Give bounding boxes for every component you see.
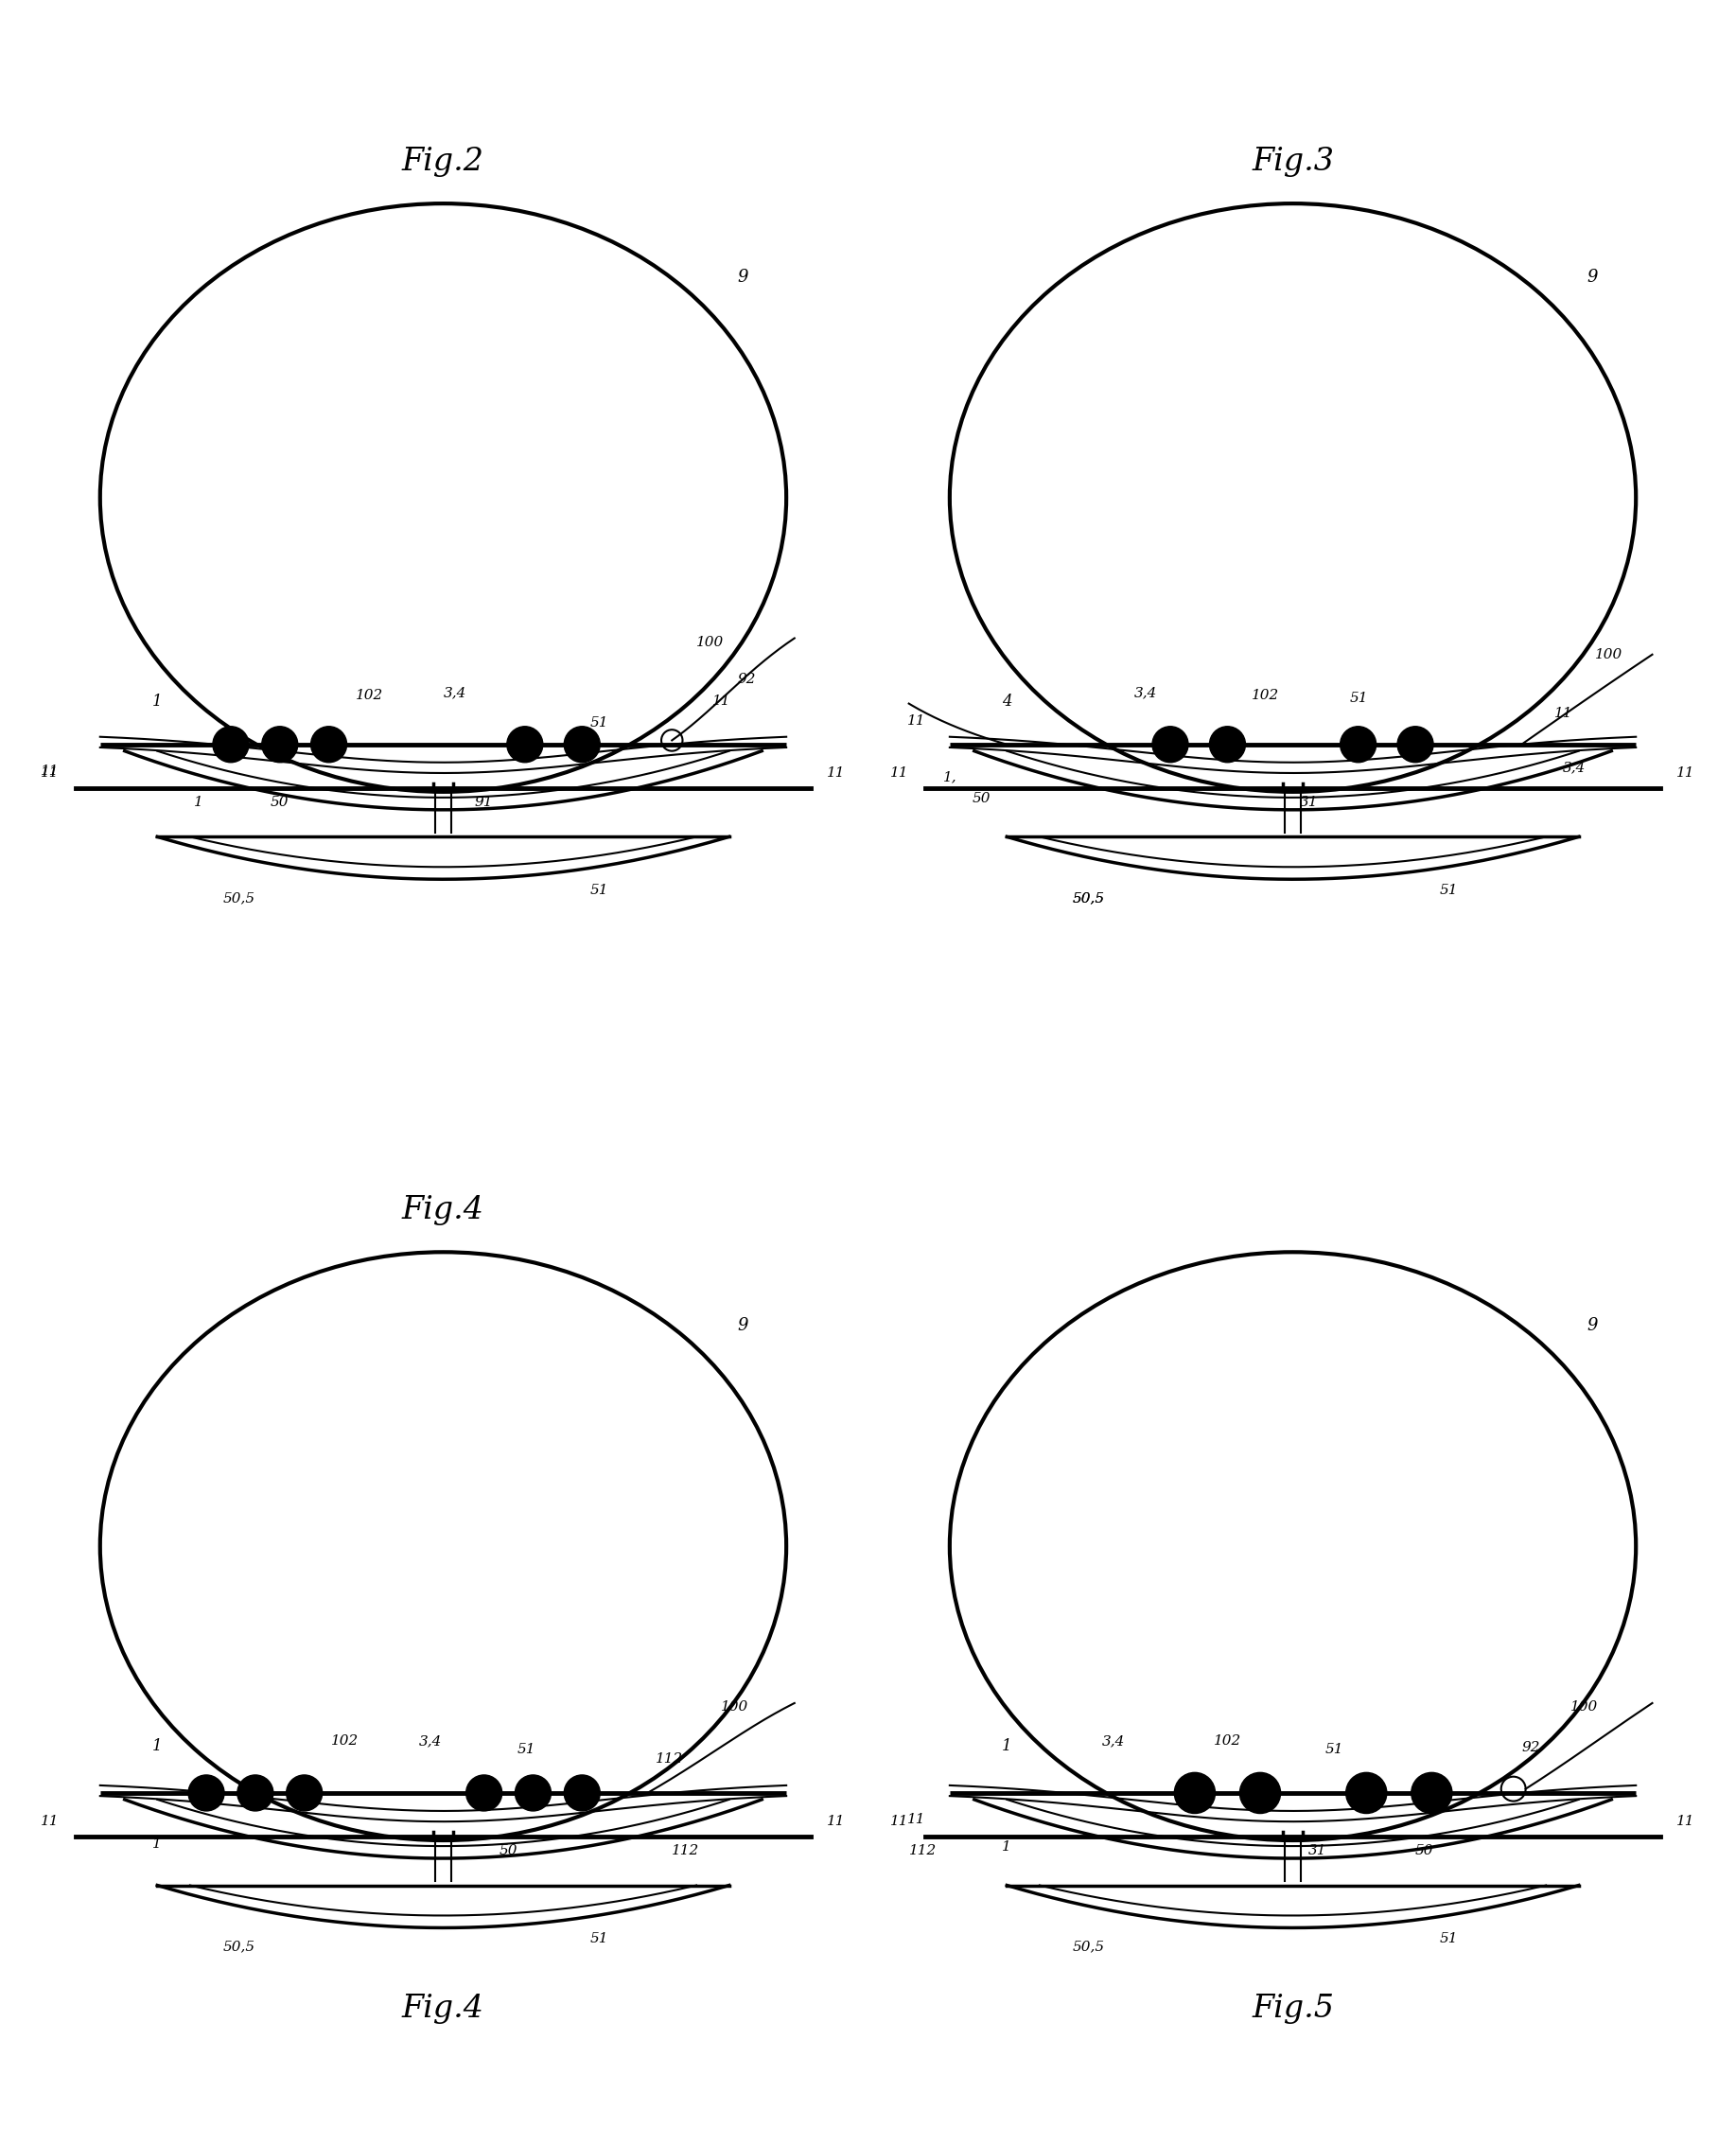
Text: 9: 9 bbox=[1587, 268, 1597, 285]
Text: 11: 11 bbox=[891, 1815, 910, 1828]
Text: 11: 11 bbox=[40, 766, 59, 779]
Text: 51: 51 bbox=[590, 716, 609, 729]
Text: 92: 92 bbox=[1521, 1742, 1540, 1755]
Text: 1: 1 bbox=[153, 1838, 161, 1851]
Text: 50,5: 50,5 bbox=[1073, 892, 1104, 905]
Circle shape bbox=[187, 1776, 224, 1810]
Text: Fig.2: Fig.2 bbox=[403, 146, 484, 176]
Text: 91: 91 bbox=[476, 796, 493, 809]
Text: 50,5: 50,5 bbox=[1073, 892, 1104, 905]
Circle shape bbox=[262, 727, 299, 761]
Circle shape bbox=[465, 1776, 502, 1810]
Text: 3,4: 3,4 bbox=[1562, 761, 1585, 774]
Text: 112: 112 bbox=[656, 1752, 684, 1765]
Text: 9: 9 bbox=[1587, 1317, 1597, 1334]
Text: 11: 11 bbox=[826, 1815, 845, 1828]
Circle shape bbox=[564, 727, 601, 761]
Text: 11: 11 bbox=[713, 695, 731, 708]
Circle shape bbox=[507, 727, 543, 761]
Text: 3,4: 3,4 bbox=[1102, 1735, 1125, 1748]
Circle shape bbox=[1340, 727, 1377, 761]
Circle shape bbox=[516, 1776, 550, 1810]
Text: 4: 4 bbox=[1002, 695, 1012, 710]
Text: 100: 100 bbox=[720, 1701, 748, 1714]
Circle shape bbox=[286, 1776, 323, 1810]
Circle shape bbox=[1240, 1772, 1281, 1813]
Text: 102: 102 bbox=[1252, 689, 1279, 701]
Text: 51: 51 bbox=[1351, 693, 1368, 706]
Text: Fig.4: Fig.4 bbox=[403, 1195, 484, 1225]
Text: 31: 31 bbox=[1300, 796, 1318, 809]
Text: 11: 11 bbox=[906, 714, 925, 727]
Text: 11: 11 bbox=[40, 764, 59, 779]
Text: 1,: 1, bbox=[943, 770, 957, 783]
Text: 3,4: 3,4 bbox=[418, 1735, 441, 1748]
Text: 3,4: 3,4 bbox=[443, 686, 467, 699]
Text: 11: 11 bbox=[906, 1813, 925, 1828]
Circle shape bbox=[1153, 727, 1187, 761]
Text: 50,5: 50,5 bbox=[222, 892, 255, 905]
Circle shape bbox=[238, 1776, 273, 1810]
Text: 3,4: 3,4 bbox=[1134, 686, 1158, 699]
Text: 9: 9 bbox=[738, 268, 748, 285]
Text: 11: 11 bbox=[1677, 1815, 1696, 1828]
Text: 1: 1 bbox=[1002, 1840, 1012, 1853]
Text: 50: 50 bbox=[1415, 1845, 1434, 1858]
Text: 50,5: 50,5 bbox=[222, 1939, 255, 1954]
Text: 112: 112 bbox=[910, 1845, 936, 1858]
Circle shape bbox=[1210, 727, 1245, 761]
Text: 51: 51 bbox=[590, 1933, 609, 1946]
Text: 51: 51 bbox=[1439, 884, 1458, 897]
Text: 31: 31 bbox=[1309, 1845, 1326, 1858]
Text: 100: 100 bbox=[696, 635, 724, 650]
Text: 102: 102 bbox=[332, 1735, 359, 1748]
Text: 9: 9 bbox=[738, 1317, 748, 1334]
Circle shape bbox=[1174, 1772, 1215, 1813]
Text: 102: 102 bbox=[356, 689, 384, 701]
Text: 1: 1 bbox=[153, 1737, 161, 1755]
Text: 51: 51 bbox=[1439, 1933, 1458, 1946]
Text: 1: 1 bbox=[153, 695, 161, 710]
Circle shape bbox=[1411, 1772, 1451, 1813]
Text: 112: 112 bbox=[672, 1845, 700, 1858]
Text: 51: 51 bbox=[517, 1744, 535, 1757]
Text: 11: 11 bbox=[1554, 706, 1573, 721]
Text: 50: 50 bbox=[271, 796, 288, 809]
Text: 11: 11 bbox=[40, 1815, 59, 1828]
Text: 11: 11 bbox=[826, 766, 845, 779]
Text: 11: 11 bbox=[891, 766, 910, 779]
Text: 102: 102 bbox=[1213, 1735, 1241, 1748]
Text: 92: 92 bbox=[738, 671, 755, 686]
Text: 100: 100 bbox=[1595, 648, 1623, 661]
Circle shape bbox=[1397, 727, 1434, 761]
Text: Fig.3: Fig.3 bbox=[1252, 146, 1333, 176]
Text: 11: 11 bbox=[1677, 766, 1696, 779]
Circle shape bbox=[311, 727, 347, 761]
Circle shape bbox=[214, 727, 248, 761]
Text: 100: 100 bbox=[1571, 1701, 1599, 1714]
Text: 1: 1 bbox=[1002, 1737, 1012, 1755]
Text: 51: 51 bbox=[1326, 1744, 1344, 1757]
Text: Fig.4: Fig.4 bbox=[403, 1995, 484, 2025]
Text: 50: 50 bbox=[972, 792, 991, 804]
Circle shape bbox=[1345, 1772, 1387, 1813]
Circle shape bbox=[564, 1776, 601, 1810]
Text: Fig.5: Fig.5 bbox=[1252, 1995, 1333, 2025]
Text: 51: 51 bbox=[590, 884, 609, 897]
Text: 50: 50 bbox=[500, 1845, 517, 1858]
Text: 50,5: 50,5 bbox=[1073, 1939, 1104, 1954]
Text: 1: 1 bbox=[193, 796, 203, 809]
